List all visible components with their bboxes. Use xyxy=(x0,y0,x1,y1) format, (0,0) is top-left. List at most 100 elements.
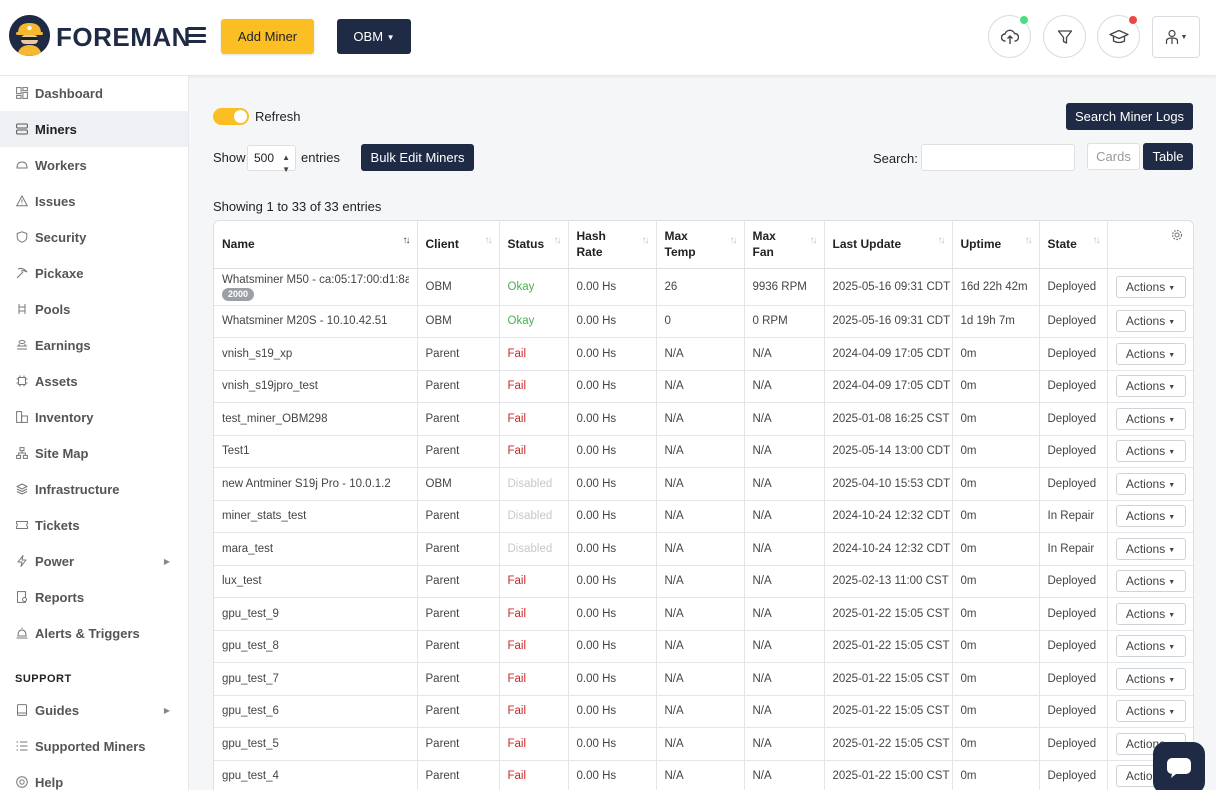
miner-name[interactable]: mara_test xyxy=(222,542,274,555)
sidebar-item-alerts-triggers[interactable]: Alerts & Triggers xyxy=(0,615,188,651)
actions-dropdown-button[interactable]: Actions▼ xyxy=(1115,310,1186,333)
actions-dropdown-button[interactable]: Actions▼ xyxy=(1115,407,1186,430)
miner-name-cell[interactable]: mara_test xyxy=(214,532,418,566)
miner-name-cell[interactable]: gpu_test_8 xyxy=(214,630,418,663)
table-row[interactable]: gpu_test_8 Parent Fail 0.00 Hs N/A N/A 2025-01… xyxy=(214,630,1193,663)
sort-icon[interactable]: ↑↓ xyxy=(809,235,818,246)
page-size-select[interactable]: 500 ▲ ▼ xyxy=(247,145,296,174)
menu-toggle-icon[interactable] xyxy=(187,27,206,43)
miner-name[interactable]: gpu_test_9 xyxy=(222,607,279,620)
miner-name[interactable]: gpu_test_8 xyxy=(222,640,279,653)
column-header-status[interactable]: Status ↑↓ xyxy=(499,221,569,269)
sidebar-item-help[interactable]: Help xyxy=(0,764,188,790)
organization-dropdown[interactable]: OBM ▼ xyxy=(337,19,411,54)
column-header-client[interactable]: Client ↑↓ xyxy=(417,221,500,269)
miner-name[interactable]: Whatsminer M50 - ca:05:17:00:d1:8a xyxy=(222,273,409,286)
learning-button[interactable] xyxy=(1097,15,1140,58)
sidebar-item-reports[interactable]: Reports xyxy=(0,579,188,615)
miner-name[interactable]: new Antminer S19j Pro - 10.0.1.2 xyxy=(222,477,391,490)
column-header-name[interactable]: Name ↑↓ xyxy=(214,221,418,269)
sidebar-item-issues[interactable]: Issues xyxy=(0,183,188,219)
miner-name-cell[interactable]: gpu_test_7 xyxy=(214,662,418,696)
table-row[interactable]: mara_test Parent Disabled 0.00 Hs N/A N/A 2024… xyxy=(214,532,1193,566)
actions-dropdown-button[interactable]: Actions▼ xyxy=(1115,537,1186,560)
sidebar-item-pickaxe[interactable]: Pickaxe xyxy=(0,255,188,291)
miner-name[interactable]: gpu_test_5 xyxy=(222,737,279,750)
sort-icon[interactable]: ↑↓ xyxy=(1092,235,1101,246)
miner-name-cell[interactable]: lux_test xyxy=(214,565,418,598)
table-row[interactable]: lux_test Parent Fail 0.00 Hs N/A N/A 2025-02-1… xyxy=(214,565,1193,598)
miner-name-cell[interactable]: new Antminer S19j Pro - 10.0.1.2 xyxy=(214,467,418,501)
miner-name[interactable]: gpu_test_4 xyxy=(222,770,279,783)
table-row[interactable]: Whatsminer M20S - 10.10.42.51 OBM Okay 0.00… xyxy=(214,305,1193,338)
table-row[interactable]: vnish_s19jpro_test Parent Fail 0.00 Hs N/A N/… xyxy=(214,370,1193,403)
sort-icon[interactable]: ↑↓ xyxy=(553,235,562,246)
miner-name[interactable]: gpu_test_6 xyxy=(222,705,279,718)
column-header-uptime[interactable]: Uptime ↑↓ xyxy=(952,221,1040,269)
table-row[interactable]: Test1 Parent Fail 0.00 Hs N/A N/A 2025-05-14 1… xyxy=(214,435,1193,468)
table-row[interactable]: new Antminer S19j Pro - 10.0.1.2 OBM Disab… xyxy=(214,467,1193,501)
actions-dropdown-button[interactable]: Actions▼ xyxy=(1115,602,1186,625)
table-row[interactable]: gpu_test_6 Parent Fail 0.00 Hs N/A N/A 2025-01… xyxy=(214,695,1193,728)
search-input[interactable] xyxy=(921,144,1075,171)
miner-name[interactable]: test_miner_OBM298 xyxy=(222,412,328,425)
miner-name[interactable]: Whatsminer M20S - 10.10.42.51 xyxy=(222,315,388,328)
add-miner-button[interactable]: Add Miner xyxy=(221,19,314,54)
column-header-max-temp[interactable]: Max Temp ↑↓ xyxy=(656,221,745,269)
actions-dropdown-button[interactable]: Actions▼ xyxy=(1115,667,1186,690)
miner-name-cell[interactable]: gpu_test_4 xyxy=(214,760,418,790)
sidebar-item-inventory[interactable]: Inventory xyxy=(0,399,188,435)
miner-name[interactable]: gpu_test_7 xyxy=(222,672,279,685)
sidebar-item-supported-miners[interactable]: Supported Miners xyxy=(0,728,188,764)
miner-name-cell[interactable]: gpu_test_6 xyxy=(214,695,418,728)
miner-name[interactable]: vnish_s19_xp xyxy=(222,347,293,360)
actions-dropdown-button[interactable]: Actions▼ xyxy=(1115,700,1186,723)
sidebar-item-miners[interactable]: Miners xyxy=(0,111,188,147)
sidebar-item-guides[interactable]: Guides ▶ xyxy=(0,692,188,728)
foreman-logo-icon[interactable] xyxy=(9,15,50,56)
table-row[interactable]: Whatsminer M50 - ca:05:17:00:d1:8a 2000 OB… xyxy=(214,268,1193,306)
miner-name-cell[interactable]: Whatsminer M20S - 10.10.42.51 xyxy=(214,305,418,338)
table-row[interactable]: gpu_test_7 Parent Fail 0.00 Hs N/A N/A 2025-01… xyxy=(214,662,1193,696)
table-view-button[interactable]: Table xyxy=(1143,143,1193,170)
sidebar-item-earnings[interactable]: Earnings xyxy=(0,327,188,363)
cloud-upload-button[interactable] xyxy=(988,15,1031,58)
sidebar-item-workers[interactable]: Workers xyxy=(0,147,188,183)
cards-view-button[interactable]: Cards xyxy=(1087,143,1140,170)
column-header-last-update[interactable]: Last Update ↑↓ xyxy=(824,221,953,269)
search-miner-logs-button[interactable]: Search Miner Logs xyxy=(1066,103,1193,130)
sidebar-item-security[interactable]: Security xyxy=(0,219,188,255)
miner-name[interactable]: vnish_s19jpro_test xyxy=(222,380,318,393)
sidebar-item-infrastructure[interactable]: Infrastructure xyxy=(0,471,188,507)
column-header-max-fan[interactable]: Max Fan ↑↓ xyxy=(744,221,825,269)
gear-icon[interactable] xyxy=(1171,229,1183,245)
sort-icon[interactable]: ↑↓ xyxy=(937,235,946,246)
chat-widget-button[interactable] xyxy=(1153,742,1205,790)
miner-name-cell[interactable]: gpu_test_5 xyxy=(214,727,418,761)
column-header-hash-rate[interactable]: Hash Rate ↑↓ xyxy=(568,221,657,269)
miner-name-cell[interactable]: Test1 xyxy=(214,435,418,468)
sort-icon[interactable]: ↑↓ xyxy=(402,235,411,246)
refresh-toggle[interactable] xyxy=(213,108,249,125)
user-menu-button[interactable]: ▼ xyxy=(1152,16,1200,58)
table-row[interactable]: miner_stats_test Parent Disabled 0.00 Hs N/A… xyxy=(214,500,1193,533)
actions-dropdown-button[interactable]: Actions▼ xyxy=(1115,472,1186,495)
actions-dropdown-button[interactable]: Actions▼ xyxy=(1115,342,1186,365)
actions-dropdown-button[interactable]: Actions▼ xyxy=(1115,375,1186,398)
actions-dropdown-button[interactable]: Actions▼ xyxy=(1115,570,1186,593)
miner-name-cell[interactable]: test_miner_OBM298 xyxy=(214,402,418,436)
miner-name-cell[interactable]: vnish_s19_xp xyxy=(214,337,418,371)
sidebar-item-pools[interactable]: Pools xyxy=(0,291,188,327)
table-row[interactable]: gpu_test_5 Parent Fail 0.00 Hs N/A N/A 2025-01… xyxy=(214,727,1193,761)
actions-dropdown-button[interactable]: Actions▼ xyxy=(1115,440,1186,463)
table-row[interactable]: gpu_test_9 Parent Fail 0.00 Hs N/A N/A 2025-01… xyxy=(214,597,1193,631)
sidebar-item-assets[interactable]: Assets xyxy=(0,363,188,399)
sidebar-item-power[interactable]: Power ▶ xyxy=(0,543,188,579)
sidebar-item-tickets[interactable]: Tickets xyxy=(0,507,188,543)
sidebar-item-dashboard[interactable]: Dashboard xyxy=(0,75,188,111)
filter-button[interactable] xyxy=(1043,15,1086,58)
miner-name[interactable]: lux_test xyxy=(222,575,262,588)
miner-name[interactable]: Test1 xyxy=(222,445,250,458)
bulk-edit-miners-button[interactable]: Bulk Edit Miners xyxy=(361,144,474,171)
miner-name-cell[interactable]: Whatsminer M50 - ca:05:17:00:d1:8a 2000 xyxy=(214,268,418,306)
